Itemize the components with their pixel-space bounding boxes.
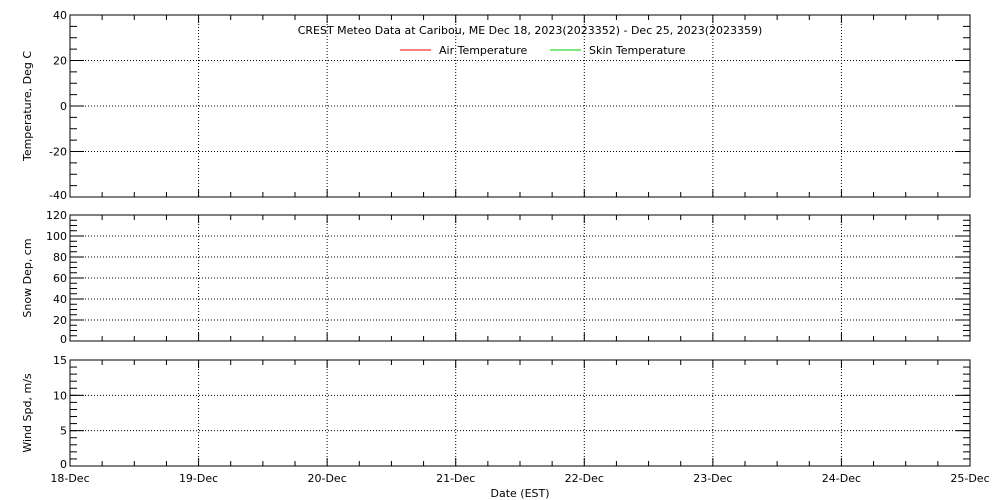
plot-frame bbox=[69, 359, 971, 467]
y-axis-label: Snow Dep, cm bbox=[21, 238, 34, 317]
y-tick-label: 15 bbox=[53, 354, 67, 367]
plot-frame bbox=[69, 14, 971, 198]
y-tick-label: -40 bbox=[49, 189, 67, 202]
y-tick-label: 20 bbox=[53, 314, 67, 327]
x-tick-label: 25-Dec bbox=[950, 472, 989, 485]
y-tick-label: 80 bbox=[53, 251, 67, 264]
y-tick-label: 0 bbox=[60, 100, 67, 113]
y-tick-label: 40 bbox=[53, 293, 67, 306]
y-tick-label: 20 bbox=[53, 55, 67, 68]
y-axis-label: Wind Spd, m/s bbox=[21, 373, 34, 453]
x-tick-label: 18-Dec bbox=[50, 472, 89, 485]
y-axis-label: Temperature, Deg C bbox=[21, 51, 34, 162]
y-tick-label: 100 bbox=[46, 230, 67, 243]
chart-title: CREST Meteo Data at Caribou, ME Dec 18, … bbox=[298, 24, 763, 37]
y-tick-label: 60 bbox=[53, 272, 67, 285]
x-axis-label: Date (EST) bbox=[490, 487, 549, 500]
panel-2: 0 5 10 15 Wind Spd, m/s bbox=[21, 354, 971, 471]
x-tick-label: 21-Dec bbox=[436, 472, 475, 485]
x-tick-label: 24-Dec bbox=[822, 472, 861, 485]
plot-frame bbox=[69, 214, 971, 342]
y-tick-label: -20 bbox=[49, 146, 67, 159]
y-tick-label: 0 bbox=[60, 333, 67, 346]
x-tick-label: 23-Dec bbox=[693, 472, 732, 485]
panel-1: 0 20 40 60 80 100 120 Snow Dep, cm bbox=[21, 209, 971, 346]
legend-label: Skin Temperature bbox=[589, 44, 686, 57]
y-tick-label: 5 bbox=[60, 425, 67, 438]
y-tick-label: 40 bbox=[53, 9, 67, 22]
y-tick-label: 10 bbox=[53, 389, 67, 402]
panel-0: -40 -20 0 20 40 Temperature, Deg C bbox=[21, 9, 971, 202]
y-tick-label: 0 bbox=[60, 458, 67, 471]
x-tick-label: 19-Dec bbox=[179, 472, 218, 485]
x-tick-label: 20-Dec bbox=[308, 472, 347, 485]
y-tick-label: 120 bbox=[46, 209, 67, 222]
legend-label: Air Temperature bbox=[439, 44, 528, 57]
x-tick-label: 22-Dec bbox=[565, 472, 604, 485]
